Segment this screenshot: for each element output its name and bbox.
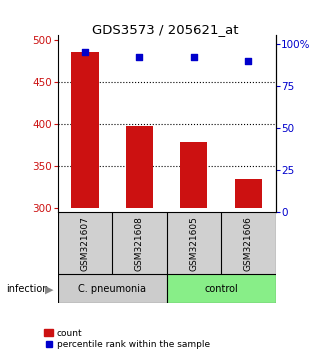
Point: [246, 58, 251, 63]
Bar: [180, 142, 208, 208]
Text: infection: infection: [7, 284, 49, 294]
Text: GSM321607: GSM321607: [81, 216, 89, 271]
Bar: [58, 274, 167, 303]
Bar: [71, 52, 99, 208]
Text: C. pneumonia: C. pneumonia: [78, 284, 146, 293]
Bar: [235, 179, 262, 208]
Bar: [126, 126, 153, 208]
Text: ▶: ▶: [45, 284, 53, 294]
Point: [137, 55, 142, 60]
Text: GSM321606: GSM321606: [244, 216, 253, 271]
Bar: [221, 212, 276, 274]
Bar: [167, 274, 276, 303]
Text: GSM321608: GSM321608: [135, 216, 144, 271]
Legend: count, percentile rank within the sample: count, percentile rank within the sample: [44, 329, 210, 349]
Text: control: control: [204, 284, 238, 293]
Text: GDS3573 / 205621_at: GDS3573 / 205621_at: [92, 23, 238, 36]
Bar: [58, 212, 112, 274]
Text: GSM321605: GSM321605: [189, 216, 198, 271]
Point: [82, 50, 88, 55]
Point: [191, 55, 197, 60]
Bar: [167, 212, 221, 274]
Bar: [112, 212, 167, 274]
